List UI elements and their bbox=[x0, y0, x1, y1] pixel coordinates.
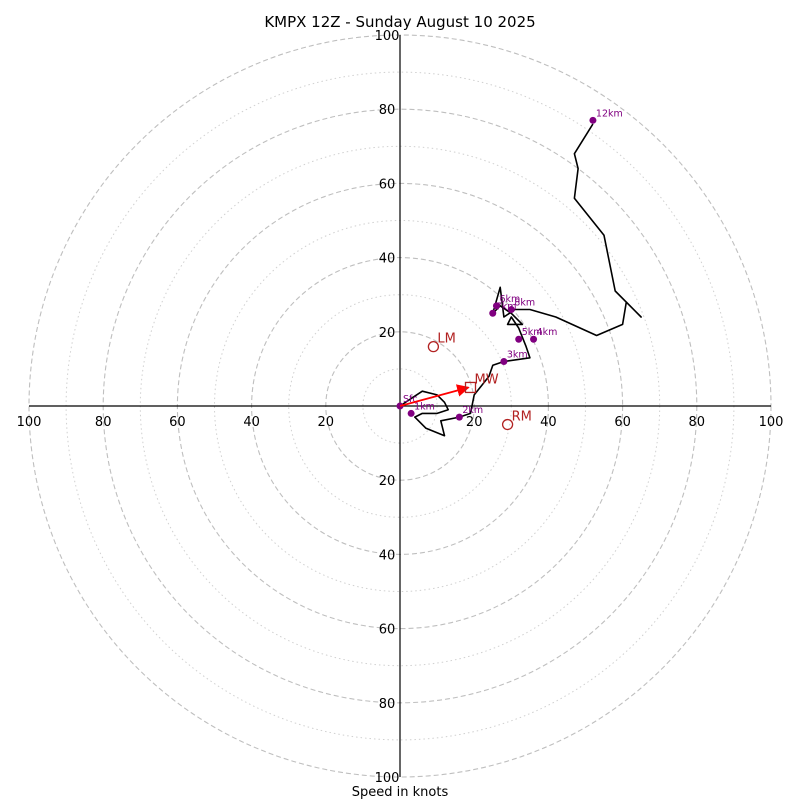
y-tick-label: 20 bbox=[379, 326, 396, 341]
y-tick-label: 40 bbox=[379, 548, 396, 563]
height-marker-dot bbox=[589, 116, 597, 124]
x-tick-label: 80 bbox=[95, 415, 112, 430]
height-marker-label: 7km bbox=[496, 301, 517, 312]
x-tick-label: 80 bbox=[689, 415, 706, 430]
y-tick-label: 100 bbox=[375, 771, 400, 786]
left-mover-marker bbox=[427, 340, 440, 353]
tick-labels: 20 20 20 20 40 40 40 40 60 60 60 60 80 80 80 80 100 100 10… bbox=[17, 29, 784, 786]
height-marker-dot bbox=[489, 309, 497, 317]
height-marker-label: 5km bbox=[522, 327, 543, 338]
height-marker-label: 6km bbox=[499, 294, 520, 305]
x-tick-label: 60 bbox=[614, 415, 631, 430]
height-marker-label: 12km bbox=[596, 108, 623, 119]
y-tick-label: 80 bbox=[379, 103, 396, 118]
height-marker-label: 4km bbox=[537, 327, 558, 338]
height-marker-dot bbox=[455, 413, 463, 421]
height-marker-label: 1km bbox=[414, 401, 435, 412]
x-tick-label: 60 bbox=[169, 415, 186, 430]
y-tick-label: 40 bbox=[379, 252, 396, 267]
mean-wind-arrow bbox=[399, 384, 470, 407]
hodograph-trace-line bbox=[399, 123, 642, 437]
x-tick-label: 20 bbox=[318, 415, 335, 430]
x-tick-label: 100 bbox=[17, 415, 42, 430]
height-marker-dot bbox=[530, 335, 538, 343]
height-marker-dot bbox=[407, 409, 415, 417]
y-tick-label: 100 bbox=[375, 29, 400, 44]
height-marker-label: 2km bbox=[462, 405, 483, 416]
right-mover-marker bbox=[501, 418, 514, 431]
height-marker-dot bbox=[507, 306, 515, 314]
x-tick-label: 20 bbox=[466, 415, 483, 430]
height-marker-label: 3km bbox=[507, 349, 528, 360]
mean-wind-marker bbox=[464, 381, 477, 394]
chart-title: KMPX 12Z - Sunday August 10 2025 bbox=[264, 13, 535, 31]
y-tick-label: 60 bbox=[379, 623, 396, 638]
y-tick-label: 80 bbox=[379, 697, 396, 712]
height-marker-dot bbox=[515, 335, 523, 343]
x-tick-label: 40 bbox=[540, 415, 557, 430]
y-tick-label: 20 bbox=[379, 474, 396, 489]
height-marker-label: 8km bbox=[514, 298, 535, 309]
x-axis-label: Speed in knots bbox=[352, 785, 449, 800]
height-marker-dot bbox=[500, 357, 508, 365]
height-marker-label: Sfc bbox=[403, 394, 418, 405]
left-mover-label: LM bbox=[437, 332, 455, 347]
mean-wind-label: MW bbox=[474, 372, 498, 387]
height-marker-dot bbox=[492, 302, 500, 310]
y-tick-label: 60 bbox=[379, 177, 396, 192]
storm-motion: MW LM RM bbox=[399, 332, 532, 431]
x-tick-label: 100 bbox=[759, 415, 784, 430]
right-mover-label: RM bbox=[512, 410, 532, 425]
wind-trace bbox=[399, 123, 642, 437]
x-tick-label: 40 bbox=[243, 415, 260, 430]
